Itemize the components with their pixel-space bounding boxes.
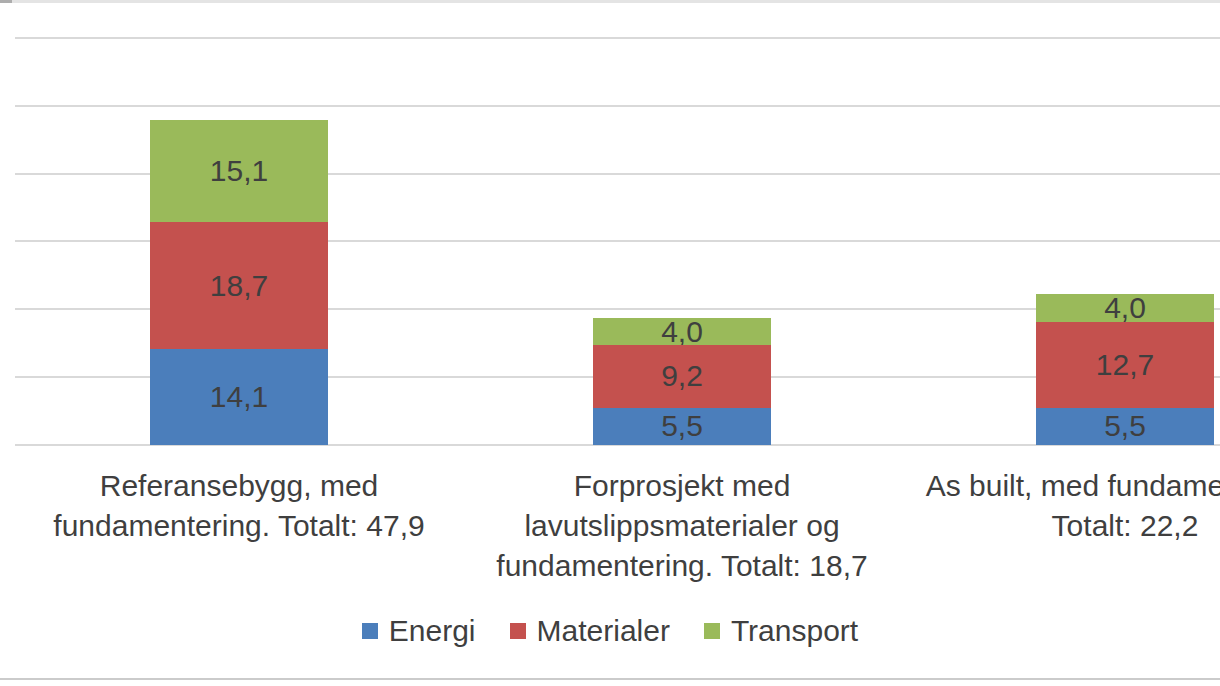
gridline — [15, 37, 1220, 39]
data-label: 4,0 — [661, 317, 703, 347]
data-label: 9,2 — [661, 361, 703, 391]
bar-segment-energi: 5,5 — [1036, 408, 1214, 445]
data-label: 12,7 — [1096, 350, 1154, 380]
category-label: Forprosjekt medlavutslippsmaterialer ogf… — [461, 466, 904, 586]
category-label: Referansebygg, medfundamentering. Totalt… — [18, 466, 461, 546]
category-label-line: fundamentering. Totalt: 47,9 — [18, 506, 461, 546]
bar-segment-materialer: 18,7 — [150, 222, 328, 349]
gridline — [15, 105, 1220, 107]
bottom-border-line — [0, 678, 1220, 680]
data-label: 5,5 — [661, 411, 703, 441]
data-label: 15,1 — [210, 156, 268, 186]
bar-segment-transport: 15,1 — [150, 120, 328, 222]
legend-item-energi: Energi — [362, 614, 476, 648]
bar-stack: 5,5 12,7 4,0 — [1036, 294, 1214, 445]
bar-segment-transport: 4,0 — [593, 318, 771, 345]
category-label-line: Forprosjekt med — [461, 466, 904, 506]
bar-segment-materialer: 9,2 — [593, 345, 771, 407]
stacked-bar-chart: 14,1 18,7 15,1 5,5 9,2 4,0 5,5 12,7 4,0 Referans… — [0, 0, 1220, 686]
legend-label: Materialer — [537, 614, 670, 648]
data-label: 5,5 — [1104, 411, 1146, 441]
legend-label: Transport — [731, 614, 858, 648]
bar-stack: 14,1 18,7 15,1 — [150, 120, 328, 445]
category-label-line: lavutslippsmaterialer og — [461, 506, 904, 546]
bar-segment-materialer: 12,7 — [1036, 322, 1214, 408]
bar-segment-energi: 14,1 — [150, 349, 328, 445]
legend-item-transport: Transport — [704, 614, 858, 648]
legend-item-materialer: Materialer — [510, 614, 670, 648]
legend-swatch-icon — [362, 623, 378, 639]
bar-segment-energi: 5,5 — [593, 408, 771, 445]
bar-segment-transport: 4,0 — [1036, 294, 1214, 321]
legend-swatch-icon — [704, 623, 720, 639]
bar-stack: 5,5 9,2 4,0 — [593, 318, 771, 445]
legend-label: Energi — [389, 614, 476, 648]
category-label-line: As built, med fundamentering. — [904, 466, 1220, 506]
category-label-line: Totalt: 22,2 — [904, 506, 1220, 546]
data-label: 4,0 — [1104, 293, 1146, 323]
legend-swatch-icon — [510, 623, 526, 639]
category-label-line: Referansebygg, med — [18, 466, 461, 506]
data-label: 18,7 — [210, 271, 268, 301]
data-label: 14,1 — [210, 382, 268, 412]
category-label: As built, med fundamentering.Totalt: 22,… — [904, 466, 1220, 546]
legend: Energi Materialer Transport — [0, 612, 1220, 650]
category-label-line: fundamentering. Totalt: 18,7 — [461, 546, 904, 586]
